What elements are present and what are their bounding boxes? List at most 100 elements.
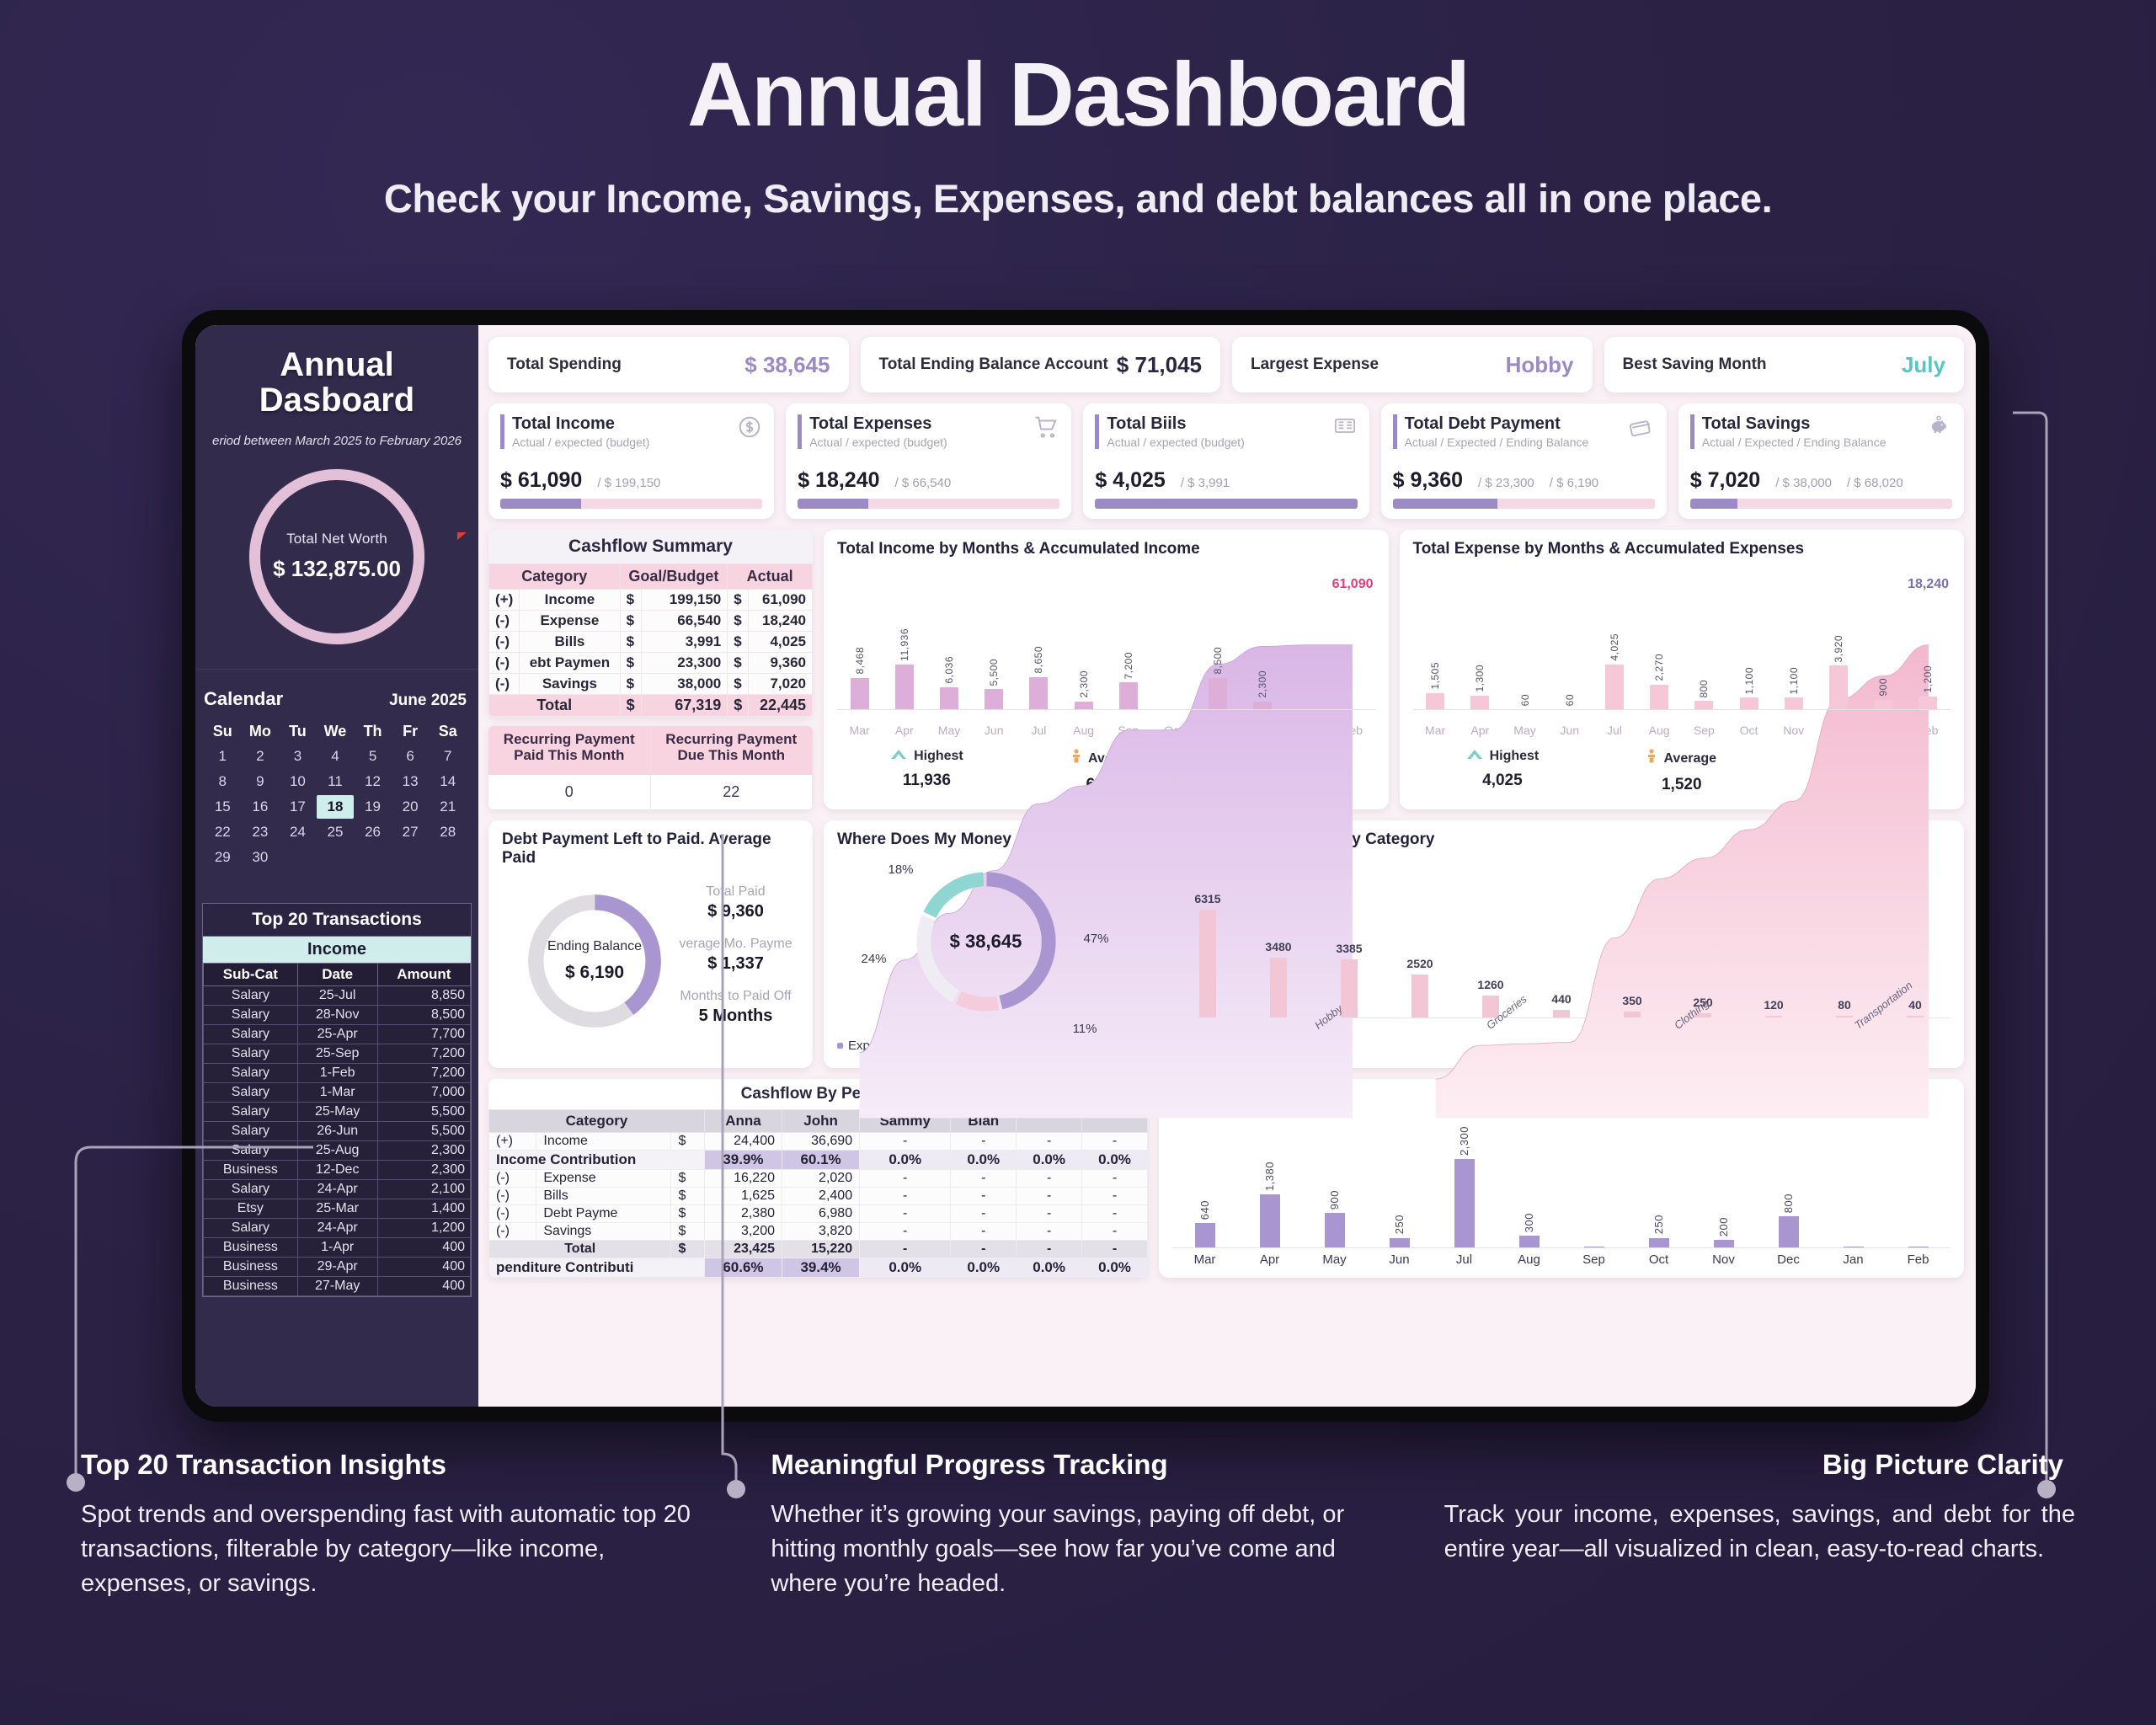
cell-date: 25-May (296, 1101, 378, 1122)
kpi-values: $ 9,360 / $ 23,300 / $ 6,190 (1393, 468, 1655, 493)
chart-bar-cell: 2520 (1385, 868, 1455, 1017)
calendar-day[interactable]: 13 (402, 772, 419, 789)
table-row[interactable]: Salary 25-May 5,500 (203, 1101, 472, 1122)
cell-bian: - (950, 1222, 1017, 1241)
calendar-day[interactable]: 10 (289, 772, 306, 789)
calendar-day[interactable]: 12 (365, 772, 382, 789)
calendar-day[interactable]: 19 (365, 798, 382, 814)
calendar-day[interactable]: 20 (402, 798, 419, 814)
calendar-day[interactable]: 27 (402, 823, 419, 840)
cell-amount: 1,200 (376, 1217, 472, 1238)
calendar-day[interactable]: 8 (218, 772, 227, 789)
table-row[interactable]: Business 1-Apr 400 (203, 1236, 472, 1258)
calendar-day[interactable]: 22 (214, 823, 231, 840)
x-axis-tick: Jun (984, 724, 1004, 737)
column-header: Category (488, 563, 621, 590)
calendar-day[interactable]: 1 (218, 747, 227, 764)
cell-total-goal: 67,319 (640, 694, 728, 717)
table-row[interactable]: Salary 24-Apr 2,100 (203, 1178, 472, 1199)
calendar-day[interactable]: 6 (406, 747, 414, 764)
table-row: (-) Bills $1,625 2,400- - - - (488, 1187, 1148, 1205)
calendar-day[interactable]: 17 (289, 798, 306, 814)
calendar-day[interactable]: 21 (440, 798, 456, 814)
kpi-card[interactable]: Total Expenses Actual / expected (budget)… (786, 403, 1072, 519)
calendar-day[interactable]: 24 (289, 823, 306, 840)
calendar-day[interactable]: 28 (440, 823, 456, 840)
cell-e5: - (1016, 1187, 1083, 1205)
cell-category: Savings (536, 1222, 672, 1241)
kpi-card[interactable]: Total Debt Payment Actual / Expected / En… (1380, 403, 1667, 519)
calendar-day[interactable]: 5 (368, 747, 377, 764)
calendar-day[interactable]: 9 (256, 772, 264, 789)
table-row[interactable]: Salary 1-Mar 7,000 (203, 1081, 472, 1103)
x-axis-tick: Jun (1560, 724, 1579, 737)
calendar-day[interactable]: 2 (256, 747, 264, 764)
kpi-summary-card[interactable]: Best Saving Month July (1604, 337, 1964, 393)
cell-currency: $ (727, 589, 750, 611)
feature-heading: Meaningful Progress Tracking (771, 1449, 1168, 1480)
calendar-grid[interactable]: Su Mo Tu We Th Fr Sa 1 2 3 4 5 6 7 8 9 10 11 12 13 14 15 16 17 1… (204, 720, 467, 869)
table-row[interactable]: Etsy 25-Mar 1,400 (203, 1198, 472, 1219)
table-row[interactable]: Salary 28-Nov 8,500 (203, 1004, 472, 1025)
cell-currency: $ (670, 1169, 705, 1188)
bar-value-label: 2,270 (1653, 654, 1666, 681)
calendar-day[interactable]: 30 (252, 848, 269, 865)
x-axis-tick: Apr (894, 724, 914, 737)
feature-body: Track your income, expenses, savings, an… (1444, 1501, 2075, 1563)
calendar-day[interactable]: 4 (331, 747, 339, 764)
expense-by-months-chart: Total Expense by Months & Accumulated Ex… (1399, 530, 1964, 1119)
table-row[interactable]: Salary 26-Jun 5,500 (203, 1120, 472, 1141)
kpi-label: Total Ending Balance Account (878, 355, 1108, 373)
calendar-dow-label: Su (212, 722, 232, 740)
calendar-day[interactable]: 26 (365, 823, 382, 840)
calendar-month: June 2025 (389, 691, 467, 709)
calendar-day[interactable]: 25 (327, 823, 344, 840)
chart-bar-cell: 900 (1861, 594, 1906, 710)
calendar-day[interactable]: 15 (214, 798, 231, 814)
calendar-day[interactable]: 7 (443, 747, 452, 764)
calendar-day[interactable]: 23 (252, 823, 269, 840)
period-label: eriod between March 2025 to February 202… (211, 433, 462, 448)
cell-anna: 24,400 (703, 1132, 783, 1151)
calendar-day[interactable]: 16 (252, 798, 269, 814)
table-row: (-) ebt Paymen $23,300 $9,360 (488, 652, 813, 674)
chart-plot-area: 1,505 1,300 60 60 4,025 2,270 800 1,100 1,100 3,9… (1412, 577, 1951, 1119)
table-row[interactable]: Salary 1-Feb 7,200 (203, 1062, 472, 1083)
chart-bar-cell: 1,505 (1413, 594, 1458, 710)
table-row[interactable]: Salary 25-Apr 7,700 (203, 1023, 472, 1044)
kpi-summary-card[interactable]: Largest Expense Hobby (1232, 337, 1593, 393)
table-row[interactable]: Business 29-Apr 400 (203, 1256, 472, 1277)
bar-value-label: 200 (1717, 1216, 1730, 1236)
kpi-expected-value: / $ 23,300 (1478, 476, 1534, 490)
calendar-day[interactable]: 18 (316, 794, 355, 819)
table-row[interactable]: Salary 25-Aug 2,300 (203, 1140, 472, 1161)
calendar-day[interactable]: 3 (293, 747, 302, 764)
kpi-card[interactable]: Total Savings Actual / Expected / Ending … (1678, 403, 1964, 519)
table-row[interactable]: Salary 25-Jul 8,850 (203, 985, 472, 1006)
cell-category: Income (536, 1132, 672, 1151)
kpi-summary-card[interactable]: Total Spending $ 38,645 (488, 337, 849, 393)
cashflow-summary-column: Cashflow Summary Category Goal/Budget Actu… (488, 530, 813, 809)
cell-sign: (-) (488, 1187, 537, 1205)
chart-bar-cell: 3480 (1243, 868, 1314, 1017)
progress-bar (1392, 499, 1655, 509)
kpi-card-subtitle: Actual / expected (budget) (512, 435, 650, 449)
cell-anna: 3,200 (703, 1222, 783, 1241)
table-row[interactable]: Business 12-Dec 2,300 (203, 1159, 472, 1180)
cell-goal: 199,150 (640, 589, 728, 611)
cell-total-label: Total (488, 694, 621, 717)
kpi-summary-card[interactable]: Total Ending Balance Account $ 71,045 (860, 337, 1220, 393)
calendar-day[interactable]: 29 (214, 848, 231, 865)
table-row[interactable]: Salary 25-Sep 7,200 (203, 1043, 472, 1064)
kpi-card[interactable]: Total Income Actual / expected (budget) $ … (488, 403, 775, 519)
calendar-day[interactable]: 14 (440, 772, 456, 789)
top-20-category-band[interactable]: Income (203, 936, 471, 963)
cell-sammy: - (859, 1222, 952, 1241)
column-header: Actual (727, 563, 813, 590)
table-row[interactable]: Salary 24-Apr 1,200 (203, 1217, 472, 1238)
chart-bar (1118, 682, 1138, 710)
calendar-day[interactable]: 11 (328, 772, 343, 789)
kpi-card[interactable]: Total Biils Actual / expected (budget) $ 4… (1083, 403, 1369, 519)
table-row[interactable]: Business 27-May 400 (203, 1275, 472, 1296)
kpi-card-titles: Total Biils Actual / expected (budget) (1095, 414, 1245, 449)
